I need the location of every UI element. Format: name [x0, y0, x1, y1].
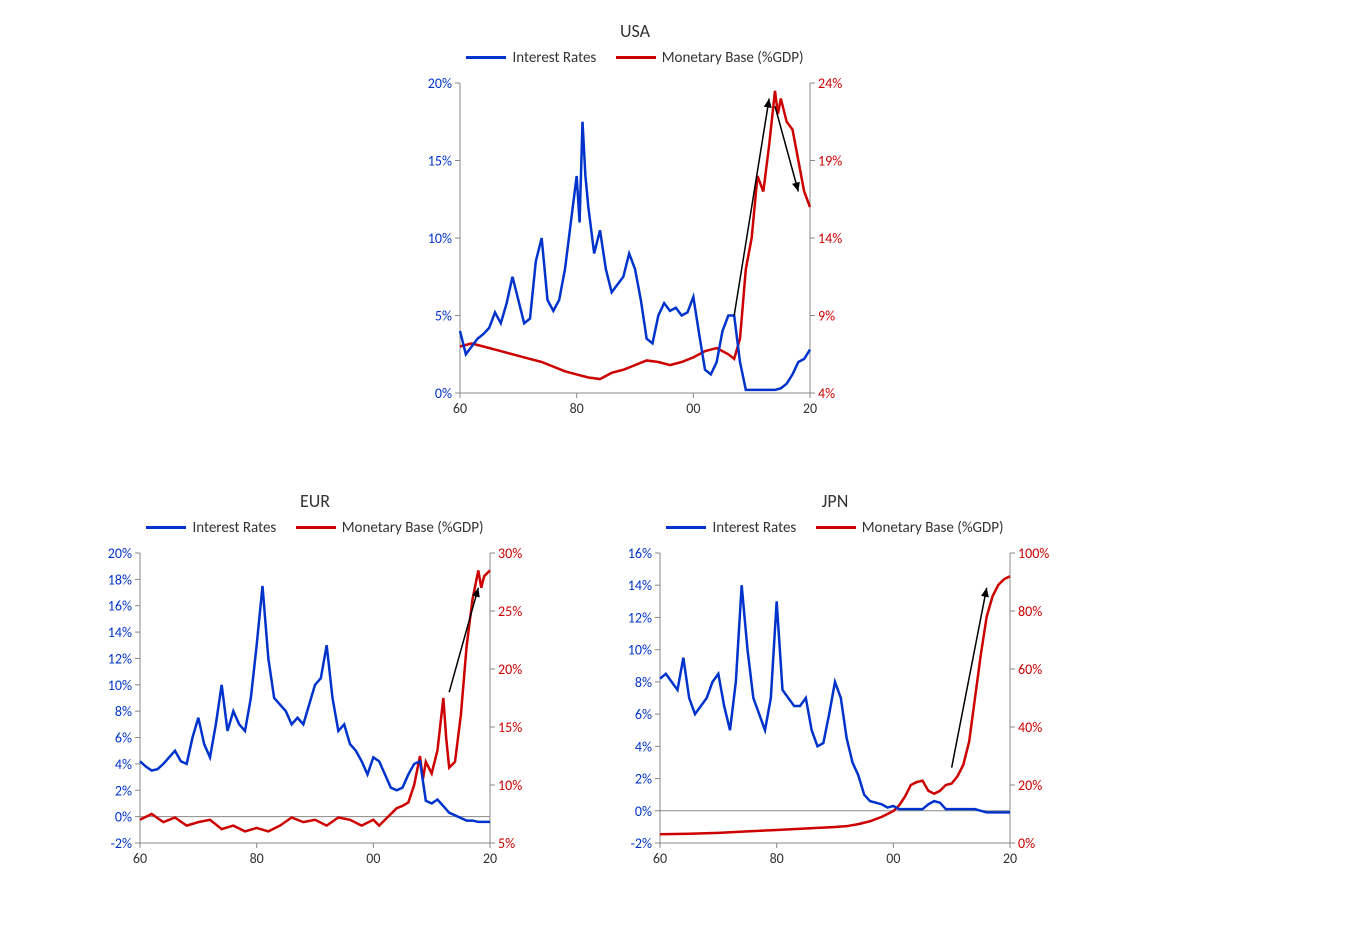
- legend-label-monetary-base: Monetary Base (%GDP): [862, 519, 1004, 537]
- legend-item-interest-rates: Interest Rates: [146, 519, 276, 537]
- plot-eur: -2% 0% 2% 4% 6% 8% 10% 12% 14% 16% 18% 20% 5% 10% 15% 2…: [80, 543, 550, 873]
- svg-text:100%: 100%: [1018, 545, 1049, 562]
- legend-item-monetary-base: Monetary Base (%GDP): [616, 49, 804, 67]
- svg-text:12%: 12%: [628, 609, 652, 626]
- svg-text:40%: 40%: [1018, 719, 1042, 736]
- legend-label-interest-rates: Interest Rates: [512, 49, 596, 67]
- svg-text:15%: 15%: [428, 152, 452, 169]
- svg-text:20%: 20%: [428, 75, 452, 92]
- legend-label-interest-rates: Interest Rates: [192, 519, 276, 537]
- svg-text:-2%: -2%: [631, 835, 652, 852]
- legend-item-interest-rates: Interest Rates: [466, 49, 596, 67]
- svg-text:9%: 9%: [818, 307, 835, 324]
- svg-text:15%: 15%: [498, 719, 522, 736]
- svg-text:20%: 20%: [108, 545, 132, 562]
- svg-text:8%: 8%: [115, 703, 132, 720]
- svg-text:00: 00: [686, 400, 700, 417]
- legend-jpn: Interest Rates Monetary Base (%GDP): [600, 516, 1070, 537]
- annotation-arrowhead: [764, 98, 772, 108]
- plot-jpn: -2% 0% 2% 4% 6% 8% 10% 12% 14% 16% 0% 20% 40% 60% 80% 1…: [600, 543, 1070, 873]
- svg-text:00: 00: [366, 850, 380, 867]
- legend-eur: Interest Rates Monetary Base (%GDP): [80, 516, 550, 537]
- series-monetary-base: [660, 576, 1010, 834]
- svg-text:6%: 6%: [115, 729, 132, 746]
- svg-text:20: 20: [803, 400, 817, 417]
- svg-text:10%: 10%: [498, 777, 522, 794]
- svg-text:10%: 10%: [428, 230, 452, 247]
- legend-label-interest-rates: Interest Rates: [712, 519, 796, 537]
- svg-text:80: 80: [250, 850, 264, 867]
- svg-text:30%: 30%: [498, 545, 522, 562]
- svg-text:10%: 10%: [108, 676, 132, 693]
- legend-label-monetary-base: Monetary Base (%GDP): [662, 49, 804, 67]
- svg-text:60: 60: [133, 850, 147, 867]
- svg-text:12%: 12%: [108, 650, 132, 667]
- svg-text:80: 80: [770, 850, 784, 867]
- svg-text:00: 00: [886, 850, 900, 867]
- plot-usa: 0% 5% 10% 15% 20% 4% 9% 14% 19% 24% 60 80 00 20: [400, 73, 870, 423]
- legend-swatch-monetary-base: [616, 56, 656, 59]
- svg-text:20: 20: [483, 850, 497, 867]
- svg-text:16%: 16%: [108, 597, 132, 614]
- svg-text:0%: 0%: [635, 802, 652, 819]
- legend-item-monetary-base: Monetary Base (%GDP): [816, 519, 1004, 537]
- series-monetary-base: [140, 570, 490, 831]
- svg-text:0%: 0%: [115, 808, 132, 825]
- svg-text:4%: 4%: [115, 755, 132, 772]
- svg-text:14%: 14%: [818, 230, 842, 247]
- legend-item-monetary-base: Monetary Base (%GDP): [296, 519, 484, 537]
- svg-text:14%: 14%: [108, 624, 132, 641]
- svg-text:8%: 8%: [635, 673, 652, 690]
- chart-usa: USA Interest Rates Monetary Base (%GDP) …: [400, 20, 870, 423]
- series-interest-rates: [140, 585, 490, 821]
- series-interest-rates: [660, 585, 1010, 812]
- svg-text:2%: 2%: [115, 782, 132, 799]
- legend-swatch-monetary-base: [296, 526, 336, 529]
- svg-text:5%: 5%: [435, 307, 452, 324]
- legend-swatch-interest-rates: [146, 526, 186, 529]
- svg-text:20: 20: [1003, 850, 1017, 867]
- series-monetary-base: [460, 90, 810, 378]
- chart-jpn: JPN Interest Rates Monetary Base (%GDP) …: [600, 490, 1070, 873]
- series-interest-rates: [460, 121, 810, 389]
- svg-text:4%: 4%: [635, 738, 652, 755]
- svg-text:4%: 4%: [818, 385, 835, 402]
- annotation-arrowhead: [981, 587, 989, 597]
- annotation-arrow: [734, 98, 769, 315]
- svg-text:20%: 20%: [498, 661, 522, 678]
- svg-text:60: 60: [453, 400, 467, 417]
- chart-title-jpn: JPN: [600, 490, 1070, 512]
- svg-text:0%: 0%: [1018, 835, 1035, 852]
- svg-text:80%: 80%: [1018, 603, 1042, 620]
- svg-text:18%: 18%: [108, 571, 132, 588]
- legend-label-monetary-base: Monetary Base (%GDP): [342, 519, 484, 537]
- svg-text:60: 60: [653, 850, 667, 867]
- svg-text:-2%: -2%: [111, 835, 132, 852]
- legend-item-interest-rates: Interest Rates: [666, 519, 796, 537]
- legend-swatch-interest-rates: [466, 56, 506, 59]
- svg-text:60%: 60%: [1018, 661, 1042, 678]
- legend-swatch-interest-rates: [666, 526, 706, 529]
- svg-text:25%: 25%: [498, 603, 522, 620]
- svg-text:6%: 6%: [635, 706, 652, 723]
- svg-text:24%: 24%: [818, 75, 842, 92]
- svg-text:10%: 10%: [628, 641, 652, 658]
- legend-swatch-monetary-base: [816, 526, 856, 529]
- svg-text:14%: 14%: [628, 577, 652, 594]
- svg-text:20%: 20%: [1018, 777, 1042, 794]
- svg-text:16%: 16%: [628, 545, 652, 562]
- svg-text:2%: 2%: [635, 770, 652, 787]
- svg-text:19%: 19%: [818, 152, 842, 169]
- legend-usa: Interest Rates Monetary Base (%GDP): [400, 46, 870, 67]
- chart-eur: EUR Interest Rates Monetary Base (%GDP) …: [80, 490, 550, 873]
- svg-text:80: 80: [570, 400, 584, 417]
- chart-title-eur: EUR: [80, 490, 550, 512]
- svg-text:0%: 0%: [435, 385, 452, 402]
- svg-text:5%: 5%: [498, 835, 515, 852]
- chart-title-usa: USA: [400, 20, 870, 42]
